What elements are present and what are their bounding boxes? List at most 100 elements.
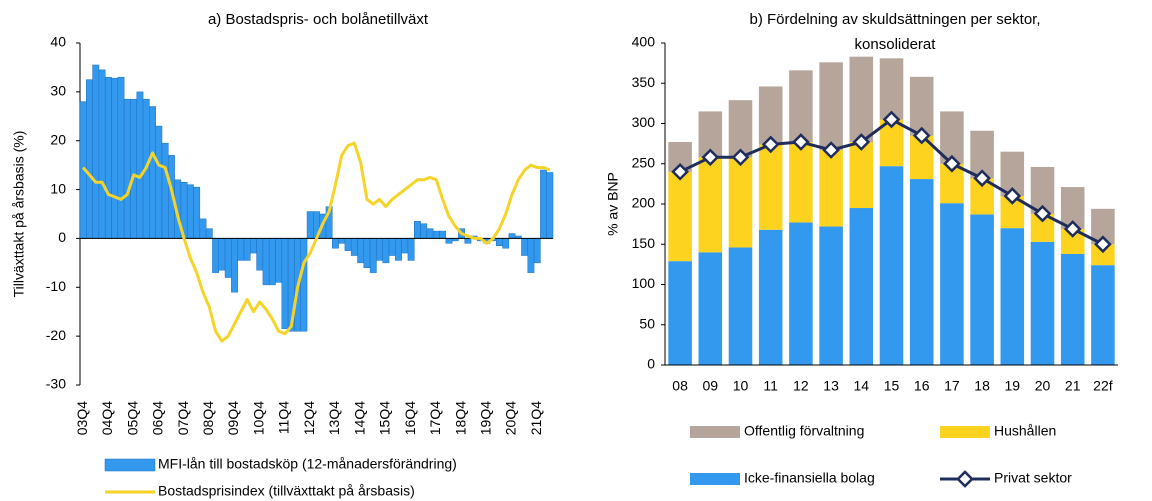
x-tick-label: 11Q4 bbox=[276, 401, 292, 434]
bar bbox=[300, 238, 308, 332]
marker bbox=[701, 148, 720, 167]
y-axis-label: % av BNP bbox=[605, 172, 621, 236]
bar bbox=[382, 238, 390, 264]
bar-segment bbox=[758, 86, 783, 145]
bar bbox=[432, 230, 440, 239]
x-tick-label: 12 bbox=[793, 378, 809, 394]
x-tick-label: 13Q4 bbox=[326, 401, 342, 435]
x-tick-label: 10Q4 bbox=[250, 401, 266, 435]
bar-segment bbox=[970, 130, 994, 179]
x-tick-label: 15Q4 bbox=[377, 401, 393, 435]
bar bbox=[388, 238, 396, 256]
bar bbox=[533, 238, 541, 264]
bar bbox=[104, 76, 112, 239]
marker bbox=[671, 162, 689, 181]
marker bbox=[731, 148, 750, 167]
marker bbox=[943, 154, 961, 173]
bar-segment bbox=[909, 76, 934, 136]
x-tick-label: 15 bbox=[884, 378, 900, 394]
bar-segment bbox=[1030, 166, 1055, 214]
bar-segment bbox=[728, 157, 753, 248]
bar bbox=[250, 238, 257, 254]
bar-segment bbox=[1030, 213, 1055, 242]
x-tick-label: 19Q4 bbox=[477, 401, 493, 435]
x-tick-label: 20 bbox=[1035, 378, 1051, 394]
bar-segment bbox=[849, 56, 874, 143]
bar bbox=[275, 238, 283, 283]
legend-label: Bostadsprisindex (tillväxttakt på årsbas… bbox=[158, 483, 415, 499]
y-tick-label: -10 bbox=[46, 278, 66, 294]
bar-segment bbox=[940, 203, 964, 365]
bar bbox=[123, 98, 131, 239]
bar-segment bbox=[789, 142, 813, 223]
y-tick-label: 200 bbox=[632, 195, 656, 211]
bar bbox=[445, 238, 453, 244]
bar-segment bbox=[1091, 265, 1115, 365]
x-tick-label: 07Q4 bbox=[175, 401, 191, 435]
legend-label: Offentlig förvaltning bbox=[744, 423, 864, 439]
bar bbox=[344, 238, 352, 251]
chart-title: konsoliderat bbox=[855, 36, 937, 53]
x-tick-label: 18Q4 bbox=[452, 401, 468, 435]
bar bbox=[350, 238, 358, 256]
bar-segment bbox=[1060, 253, 1085, 365]
legend-swatch bbox=[690, 426, 740, 438]
bar bbox=[111, 77, 119, 239]
y-tick-label: 150 bbox=[632, 235, 656, 251]
bar-segment bbox=[849, 208, 874, 365]
bar bbox=[420, 223, 428, 239]
y-tick-label: 250 bbox=[632, 154, 656, 170]
bar bbox=[231, 238, 238, 293]
bar-segment bbox=[1000, 151, 1025, 196]
bar bbox=[502, 238, 510, 249]
x-tick-label: 22f bbox=[1093, 378, 1113, 394]
bar bbox=[155, 125, 163, 239]
bar-segment bbox=[1000, 228, 1025, 365]
marker bbox=[912, 126, 931, 145]
x-tick-label: 13 bbox=[823, 378, 839, 394]
bar bbox=[281, 238, 289, 330]
bar bbox=[212, 238, 219, 273]
bar bbox=[464, 238, 472, 244]
marker bbox=[1033, 204, 1052, 223]
x-tick-label: 20Q4 bbox=[503, 401, 519, 435]
bar bbox=[136, 91, 144, 239]
legend-swatch bbox=[690, 473, 740, 485]
x-tick-label: 12Q4 bbox=[301, 401, 317, 435]
bar bbox=[338, 238, 346, 244]
bar bbox=[130, 98, 138, 239]
x-tick-label: 17Q4 bbox=[427, 401, 443, 435]
legend-label: Icke-finansiella bolag bbox=[744, 470, 875, 486]
bar bbox=[161, 142, 169, 239]
bar-segment bbox=[909, 179, 934, 365]
legend-swatch bbox=[940, 426, 990, 438]
bar bbox=[508, 233, 516, 239]
chart-title: a) Bostadspris- och bolånetillväxt bbox=[208, 11, 429, 28]
marker bbox=[822, 141, 840, 159]
bar bbox=[332, 238, 339, 249]
bar bbox=[218, 238, 226, 271]
bar bbox=[193, 186, 201, 239]
y-tick-label: 30 bbox=[50, 83, 66, 99]
x-tick-label: 17 bbox=[944, 378, 960, 394]
bar-segment bbox=[1030, 241, 1055, 365]
bar bbox=[401, 238, 409, 254]
bar bbox=[395, 238, 402, 261]
bar-segment bbox=[1091, 244, 1115, 266]
legend-label: MFI-lån till bostadsköp (12-månadersförä… bbox=[158, 456, 457, 472]
bar bbox=[527, 238, 535, 273]
bar bbox=[546, 172, 554, 239]
x-tick-label: 16Q4 bbox=[402, 401, 418, 435]
bar-segment bbox=[819, 150, 843, 227]
marker bbox=[852, 133, 871, 151]
bar bbox=[186, 184, 194, 239]
bar-segment bbox=[698, 252, 723, 365]
bar-segment bbox=[668, 261, 692, 365]
bar bbox=[205, 228, 213, 239]
y-tick-label: -20 bbox=[46, 327, 66, 343]
x-tick-label: 11 bbox=[763, 378, 778, 394]
bar bbox=[495, 238, 503, 247]
x-tick-label: 16 bbox=[914, 378, 930, 394]
y-tick-label: 50 bbox=[639, 315, 655, 331]
legend-label: Hushållen bbox=[994, 423, 1056, 439]
